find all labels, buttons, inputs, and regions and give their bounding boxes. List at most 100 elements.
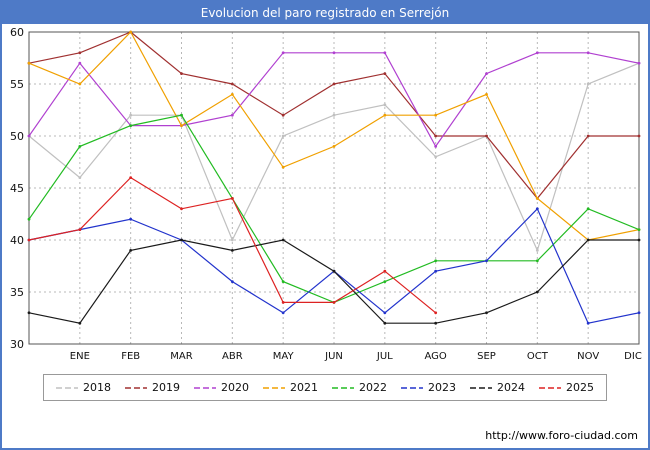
series-point-2024 bbox=[180, 238, 183, 242]
series-point-2020 bbox=[78, 61, 82, 65]
series-point-2020 bbox=[332, 51, 336, 55]
y-tick-label: 50 bbox=[10, 130, 24, 143]
series-point-2019 bbox=[485, 134, 488, 138]
series-point-2022 bbox=[434, 259, 438, 263]
series-point-2024 bbox=[78, 321, 82, 325]
legend-label-2020: 2020 bbox=[221, 381, 249, 394]
series-point-2018 bbox=[129, 113, 133, 117]
legend-item-2018: 2018 bbox=[56, 381, 111, 394]
series-point-2022 bbox=[78, 145, 82, 148]
legend-line-sample-2021 bbox=[263, 386, 285, 389]
series-point-2023 bbox=[383, 311, 387, 315]
series-point-2021 bbox=[78, 82, 82, 86]
x-tick-label-ABR: ABR bbox=[222, 351, 243, 362]
series-point-2023 bbox=[637, 311, 641, 315]
series-point-2021 bbox=[535, 197, 539, 200]
series-point-2020 bbox=[383, 51, 387, 55]
series-point-2023 bbox=[485, 259, 488, 263]
legend-row: 2018 2019 2020 2021 2022 2023 2024 2025 bbox=[2, 374, 648, 401]
legend: 2018 2019 2020 2021 2022 2023 2024 2025 bbox=[43, 374, 607, 401]
legend-line-sample-2022 bbox=[332, 386, 354, 389]
legend-item-2022: 2022 bbox=[332, 381, 387, 394]
series-point-2025 bbox=[230, 197, 234, 200]
series-point-2021 bbox=[332, 145, 336, 148]
series-point-2019 bbox=[586, 134, 590, 138]
legend-item-2024: 2024 bbox=[470, 381, 525, 394]
series-point-2022 bbox=[129, 124, 133, 127]
series-point-2025 bbox=[383, 269, 387, 273]
series-point-2023 bbox=[129, 217, 133, 221]
legend-label-2018: 2018 bbox=[83, 381, 111, 394]
x-tick-label-JUN: JUN bbox=[324, 351, 343, 362]
legend-line-sample-2020 bbox=[194, 386, 216, 389]
series-point-2018 bbox=[78, 176, 82, 180]
series-point-2021 bbox=[485, 93, 488, 96]
legend-item-2025: 2025 bbox=[539, 381, 594, 394]
plot-border bbox=[28, 31, 640, 345]
series-point-2024 bbox=[637, 238, 641, 242]
series-point-2025 bbox=[180, 207, 183, 211]
series-point-2024 bbox=[230, 249, 234, 252]
legend-line-sample-2025 bbox=[539, 386, 561, 389]
series-point-2025 bbox=[281, 301, 285, 304]
x-tick-label-DIC: DIC bbox=[624, 351, 642, 362]
legend-label-2024: 2024 bbox=[497, 381, 525, 394]
series-point-2018 bbox=[586, 82, 590, 86]
series-point-2019 bbox=[434, 134, 438, 138]
series-point-2021 bbox=[383, 113, 387, 117]
series-point-2019 bbox=[332, 82, 336, 86]
series-point-2024 bbox=[434, 321, 438, 325]
series-point-2024 bbox=[485, 311, 488, 315]
series-point-2022 bbox=[27, 217, 31, 221]
foro-ciudad-link[interactable]: http://www.foro-ciudad.com bbox=[485, 429, 638, 442]
series-point-2020 bbox=[535, 51, 539, 55]
series-point-2024 bbox=[27, 311, 31, 315]
series-point-2019 bbox=[637, 134, 641, 138]
series-point-2020 bbox=[27, 134, 31, 138]
legend-line-sample-2023 bbox=[401, 386, 423, 389]
legend-label-2025: 2025 bbox=[566, 381, 594, 394]
y-tick-label: 35 bbox=[10, 286, 24, 299]
series-point-2018 bbox=[332, 113, 336, 117]
series-point-2023 bbox=[535, 207, 539, 211]
x-tick-label-FEB: FEB bbox=[121, 351, 140, 362]
legend-label-2019: 2019 bbox=[152, 381, 180, 394]
series-point-2022 bbox=[281, 280, 285, 283]
series-point-2018 bbox=[281, 134, 285, 138]
series-point-2024 bbox=[332, 269, 336, 273]
series-point-2021 bbox=[180, 124, 183, 127]
x-tick-label-NOV: NOV bbox=[577, 351, 599, 362]
series-point-2024 bbox=[586, 238, 590, 242]
legend-item-2023: 2023 bbox=[401, 381, 456, 394]
series-point-2021 bbox=[434, 113, 438, 117]
series-point-2024 bbox=[535, 290, 539, 294]
series-point-2024 bbox=[281, 238, 285, 242]
x-tick-label-MAY: MAY bbox=[273, 351, 295, 362]
series-point-2025 bbox=[27, 238, 31, 242]
series-point-2022 bbox=[383, 280, 387, 283]
series-point-2018 bbox=[434, 155, 438, 159]
series-point-2019 bbox=[180, 72, 183, 75]
series-point-2024 bbox=[383, 321, 387, 325]
series-point-2020 bbox=[637, 61, 641, 65]
series-point-2025 bbox=[434, 311, 438, 315]
series-point-2021 bbox=[281, 165, 285, 169]
series-point-2025 bbox=[129, 176, 133, 180]
series-point-2022 bbox=[180, 113, 183, 117]
series-point-2025 bbox=[332, 301, 336, 304]
series-point-2022 bbox=[637, 228, 641, 232]
x-tick-label-JUL: JUL bbox=[376, 351, 393, 362]
series-point-2020 bbox=[434, 145, 438, 148]
x-tick-label-SEP: SEP bbox=[477, 351, 496, 362]
series-point-2021 bbox=[230, 93, 234, 96]
series-point-2022 bbox=[586, 207, 590, 211]
legend-line-sample-2018 bbox=[56, 386, 78, 389]
series-point-2018 bbox=[383, 103, 387, 107]
series-point-2025 bbox=[78, 228, 82, 232]
legend-item-2020: 2020 bbox=[194, 381, 249, 394]
series-point-2023 bbox=[281, 311, 285, 315]
legend-item-2019: 2019 bbox=[125, 381, 180, 394]
series-point-2021 bbox=[27, 61, 31, 65]
x-tick-label-AGO: AGO bbox=[425, 351, 447, 362]
legend-line-sample-2019 bbox=[125, 386, 147, 389]
